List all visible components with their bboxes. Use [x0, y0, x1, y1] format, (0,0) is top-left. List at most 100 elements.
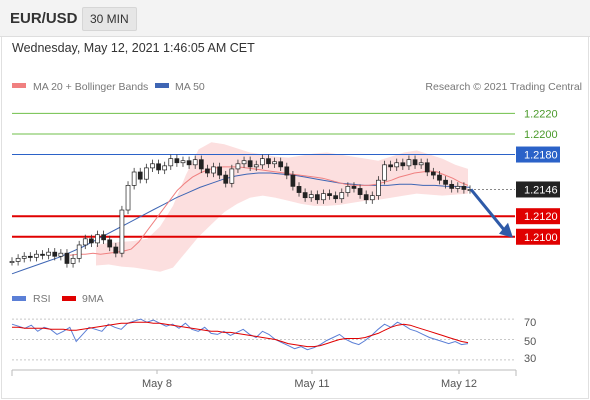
candle-body	[437, 174, 442, 181]
candle-body	[406, 159, 412, 167]
level-label-1.2200: 1.2200	[524, 129, 558, 141]
candle-body	[418, 162, 424, 166]
candle	[382, 160, 387, 185]
chart-datetime: Wednesday, May 12, 2021 1:46:05 AM CET	[12, 41, 255, 55]
candle	[302, 188, 308, 202]
candle-body	[461, 186, 467, 190]
rsi-tick-70: 70	[524, 317, 536, 329]
candle	[321, 189, 326, 204]
candle-body	[388, 164, 393, 168]
candle-body	[412, 159, 418, 166]
candle-body	[345, 186, 351, 193]
candle-body	[443, 179, 448, 185]
candle	[168, 154, 174, 170]
candle-body	[52, 251, 58, 257]
forecast-arrow-line	[469, 188, 506, 231]
candle	[376, 176, 381, 200]
candle	[412, 155, 418, 169]
candle	[21, 252, 27, 263]
level-badge-1.2100	[516, 228, 560, 245]
candle-body	[223, 174, 229, 184]
legend-9ma: 9MA	[82, 293, 104, 305]
candle	[449, 180, 455, 193]
candle-body	[211, 166, 216, 174]
candle	[174, 154, 180, 167]
candle	[461, 182, 467, 194]
candle	[82, 234, 88, 250]
level-label-last-price: 1.2146	[524, 184, 558, 196]
candle-body	[76, 244, 82, 259]
candle-body	[21, 255, 27, 259]
candle	[241, 156, 247, 168]
candle	[9, 257, 15, 266]
candle	[394, 158, 400, 171]
candle-body	[64, 252, 70, 264]
candle	[27, 252, 33, 262]
candle	[156, 159, 161, 175]
level-label-1.2100: 1.2100	[524, 232, 558, 244]
candle	[143, 163, 149, 184]
price-candles	[9, 154, 473, 268]
timeframe-button[interactable]: 30 MIN	[82, 7, 137, 31]
candle-body	[260, 158, 265, 166]
candle-body	[174, 158, 180, 164]
candle-body	[107, 239, 113, 248]
x-tick-may11: May 11	[294, 378, 329, 390]
candle-body	[168, 158, 174, 167]
candle	[284, 162, 290, 180]
forecast-arrow	[469, 188, 513, 238]
legend-swatch-ma50	[155, 83, 169, 88]
legend-rsi: RSI	[33, 293, 51, 305]
rsi-tick-50: 50	[524, 336, 536, 348]
credit-text: Research © 2021 Trading Central	[425, 81, 582, 93]
rsi-ma-line	[12, 321, 469, 348]
candle-body	[125, 185, 131, 211]
legend-swatch-9ma	[62, 296, 76, 301]
candle	[113, 242, 119, 258]
candle	[34, 250, 39, 262]
candle	[52, 248, 58, 261]
candle	[260, 154, 265, 169]
candle-body	[278, 161, 284, 168]
candle	[76, 240, 82, 263]
candle	[388, 160, 393, 171]
candle-body	[9, 261, 15, 263]
candle	[290, 170, 296, 191]
candle	[211, 162, 216, 178]
candle-body	[186, 160, 192, 166]
level-labels: 1.2220 1.2200 1.2180 1.2146 1.2120 1.2100	[516, 108, 560, 245]
rsi-panel	[11, 318, 515, 361]
level-badge-1.2120	[516, 208, 560, 225]
candle-body	[296, 186, 302, 193]
candle-body	[82, 238, 88, 246]
pair-label: EUR/USD	[10, 10, 78, 27]
candle-body	[113, 246, 119, 254]
candle-body	[235, 163, 241, 170]
candle	[89, 234, 94, 248]
candle-body	[351, 186, 357, 189]
candle	[70, 254, 76, 268]
candle	[455, 182, 461, 193]
candle	[198, 155, 204, 174]
x-tick-may12: May 12	[441, 378, 477, 390]
candle	[46, 248, 51, 260]
candle	[15, 254, 21, 266]
candle-body	[382, 164, 387, 181]
candle-body	[308, 194, 314, 199]
x-axis	[11, 369, 517, 376]
candle-body	[131, 171, 137, 186]
candle	[278, 157, 284, 171]
candle	[253, 160, 259, 171]
candle	[443, 176, 448, 189]
candle-body	[424, 162, 430, 173]
candle-body	[363, 194, 369, 201]
legend-swatch-rsi	[12, 296, 26, 301]
candle	[406, 155, 412, 170]
candle-body	[247, 160, 253, 168]
candle	[229, 164, 235, 188]
level-label-1.2120: 1.2120	[524, 211, 558, 223]
forecast-arrow-head	[499, 222, 513, 238]
candle	[162, 161, 168, 175]
ma20-line	[69, 166, 469, 256]
